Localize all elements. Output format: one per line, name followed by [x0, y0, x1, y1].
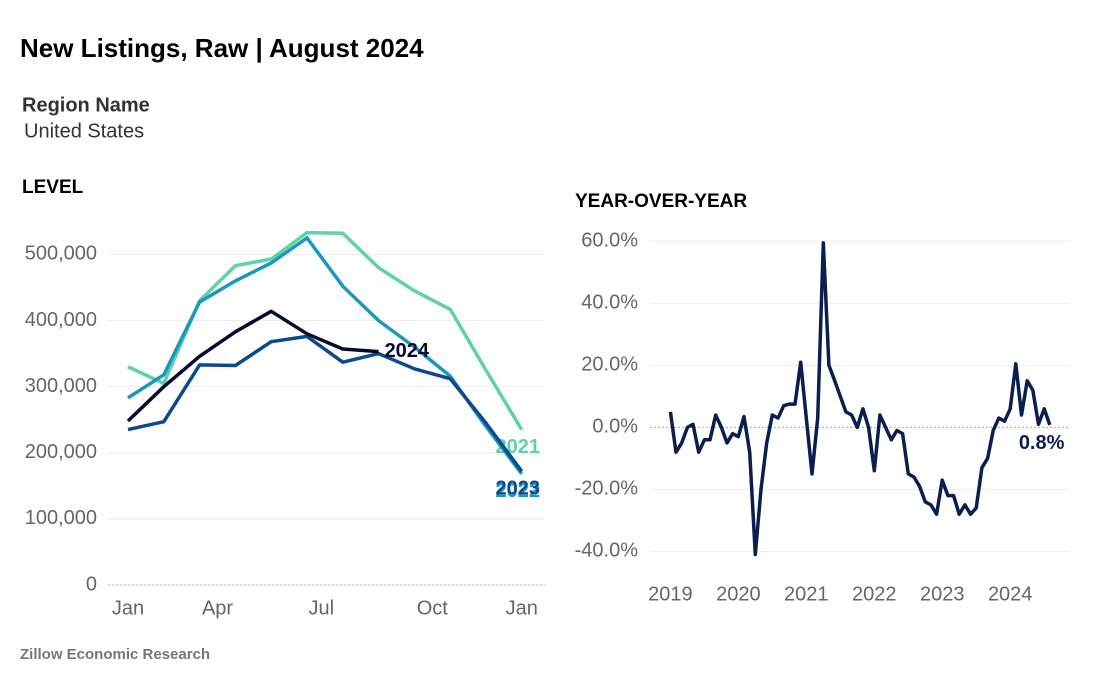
y-tick-label: 60.0%	[581, 230, 638, 252]
y-tick-label: 200,000	[25, 441, 97, 463]
region-value: United States	[24, 120, 144, 142]
x-tick-label: 2024	[988, 583, 1033, 605]
y-tick-label: 500,000	[25, 243, 97, 265]
series-label: 2023	[495, 478, 540, 500]
source: Zillow Economic Research	[20, 646, 210, 663]
x-tick-label: 2021	[784, 583, 829, 605]
x-tick-label: Apr	[202, 597, 233, 619]
series-line	[127, 236, 524, 475]
x-tick-label: 2019	[648, 583, 693, 605]
series-label: 2024	[385, 340, 430, 362]
x-tick-label: 2022	[852, 583, 897, 605]
y-tick-label: -20.0%	[575, 478, 639, 500]
y-tick-label: 40.0%	[581, 292, 638, 314]
x-tick-label: Oct	[417, 597, 449, 619]
series-line	[126, 309, 379, 423]
y-tick-label: 300,000	[25, 375, 97, 397]
chart-title: YEAR-OVER-YEAR	[575, 191, 747, 212]
region-label: Region Name	[22, 94, 150, 116]
x-tick-label: 2023	[920, 583, 965, 605]
x-tick-label: Jan	[112, 597, 144, 619]
chart-title: LEVEL	[22, 177, 84, 198]
y-tick-label: -40.0%	[575, 540, 639, 562]
value-label: 0.8%	[1019, 432, 1065, 454]
x-tick-label: Jul	[309, 597, 335, 619]
y-tick-label: 20.0%	[581, 354, 638, 376]
series-label: 2022	[495, 480, 540, 502]
y-tick-label: 0.0%	[592, 416, 638, 438]
x-tick-label: Jan	[506, 597, 538, 619]
series-line	[668, 241, 1052, 557]
page-title: New Listings, Raw | August 2024	[20, 33, 424, 63]
y-tick-label: 100,000	[25, 507, 97, 529]
series-line	[127, 334, 524, 473]
x-tick-label: 2020	[716, 583, 761, 605]
y-tick-label: 0	[86, 573, 97, 595]
y-tick-label: 400,000	[25, 309, 97, 331]
